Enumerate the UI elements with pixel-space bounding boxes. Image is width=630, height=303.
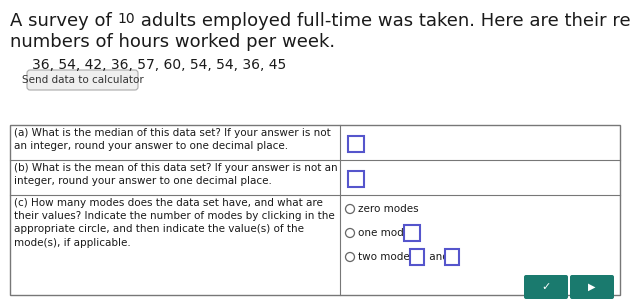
FancyBboxPatch shape — [570, 275, 614, 299]
FancyBboxPatch shape — [524, 275, 568, 299]
Text: Send data to calculator: Send data to calculator — [21, 75, 144, 85]
Text: zero modes: zero modes — [358, 204, 418, 214]
Text: (a) What is the median of this data set? If your answer is not
an integer, round: (a) What is the median of this data set?… — [14, 128, 331, 151]
Text: A survey of: A survey of — [10, 12, 118, 30]
FancyBboxPatch shape — [348, 171, 364, 187]
Text: one mode:: one mode: — [358, 228, 414, 238]
Text: (b) What is the mean of this data set? If your answer is not an
integer, round y: (b) What is the mean of this data set? I… — [14, 163, 338, 186]
FancyBboxPatch shape — [410, 249, 424, 265]
FancyBboxPatch shape — [27, 70, 138, 90]
FancyBboxPatch shape — [445, 249, 459, 265]
Circle shape — [345, 228, 355, 238]
Text: adults employed full-time was taken. Here are their reported: adults employed full-time was taken. Her… — [135, 12, 630, 30]
Text: 36, 54, 42, 36, 57, 60, 54, 54, 36, 45: 36, 54, 42, 36, 57, 60, 54, 54, 36, 45 — [32, 58, 286, 72]
Text: ✓: ✓ — [541, 282, 551, 292]
FancyBboxPatch shape — [404, 225, 420, 241]
Text: (c) How many modes does the data set have, and what are
their values? Indicate t: (c) How many modes does the data set hav… — [14, 198, 335, 248]
Text: 10: 10 — [118, 12, 135, 26]
Bar — [10, 125, 620, 295]
FancyBboxPatch shape — [348, 135, 364, 152]
Text: ▶: ▶ — [588, 282, 596, 292]
Text: and: and — [426, 252, 452, 262]
Text: numbers of hours worked per week.: numbers of hours worked per week. — [10, 33, 335, 51]
Circle shape — [345, 205, 355, 214]
Text: two modes:: two modes: — [358, 252, 419, 262]
Circle shape — [345, 252, 355, 261]
